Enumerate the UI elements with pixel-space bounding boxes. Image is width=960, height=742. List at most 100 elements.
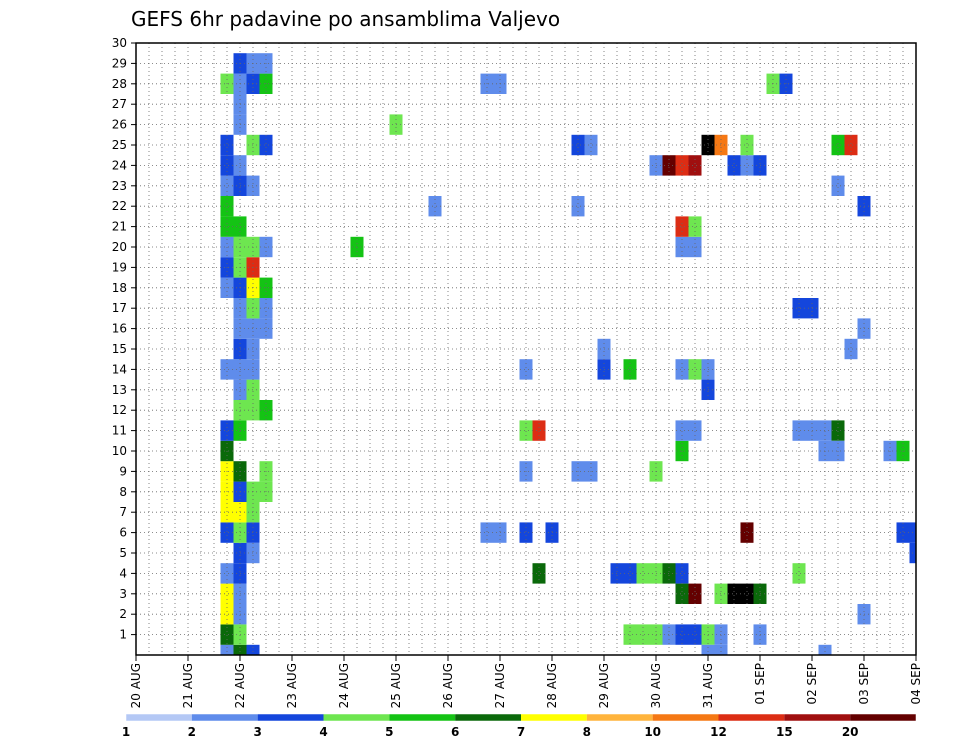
y-tick-label: 28	[112, 77, 127, 91]
y-tick-label: 4	[119, 566, 127, 580]
y-tick-label: 5	[119, 546, 127, 560]
colorbar-segment	[652, 714, 719, 721]
heatmap-cell	[220, 563, 234, 584]
y-axis: 1234567891011121314151617181920212223242…	[112, 36, 136, 642]
heatmap-cell	[220, 644, 234, 655]
heatmap-cell	[675, 563, 689, 584]
y-tick-label: 11	[112, 424, 127, 438]
heatmap-cell	[714, 644, 728, 655]
x-tick-label: 22 AUG	[233, 663, 247, 708]
heatmap-cell	[818, 644, 832, 655]
heatmap-cell	[688, 216, 702, 237]
heatmap-cell	[831, 175, 845, 196]
y-tick-label: 13	[112, 383, 127, 397]
colorbar-segment	[718, 714, 785, 721]
colorbar-outline	[125, 713, 917, 722]
y-tick-label: 16	[112, 322, 127, 336]
heatmap-cell	[220, 175, 234, 196]
heatmap-cell	[532, 420, 546, 441]
x-tick-label: 29 AUG	[597, 663, 611, 708]
heatmap-cell	[233, 644, 247, 655]
y-tick-label: 12	[112, 403, 127, 417]
colorbar-label: 20	[842, 725, 859, 739]
heatmap-cell	[675, 359, 689, 380]
y-tick-label: 26	[112, 118, 127, 132]
chart-title: GEFS 6hr padavine po ansamblima Valjevo	[131, 7, 560, 31]
heatmap-cell	[220, 502, 234, 523]
heatmap-cell	[740, 134, 754, 156]
heatmap-cell	[220, 624, 234, 645]
heatmap-cell	[220, 216, 234, 237]
heatmap-cell	[636, 624, 650, 645]
y-tick-label: 29	[112, 56, 127, 70]
y-tick-label: 15	[112, 342, 127, 356]
x-tick-label: 20 AUG	[129, 663, 143, 708]
y-tick-label: 23	[112, 179, 127, 193]
colorbar-label: 4	[319, 725, 327, 739]
x-tick-label: 25 AUG	[389, 663, 403, 708]
y-tick-label: 27	[112, 97, 127, 111]
colorbar-segment	[850, 714, 916, 721]
colorbar-label: 7	[517, 725, 525, 739]
y-tick-label: 20	[112, 240, 127, 254]
heatmap-cell	[844, 134, 858, 156]
heatmap-cell	[246, 644, 260, 655]
heatmap-cell	[623, 359, 637, 380]
x-tick-label: 27 AUG	[493, 663, 507, 708]
heatmap-cell	[220, 583, 234, 604]
x-tick-label: 24 AUG	[337, 663, 351, 708]
y-tick-label: 25	[112, 138, 127, 152]
y-tick-label: 24	[112, 158, 127, 172]
heatmap-cell	[220, 155, 234, 176]
y-tick-label: 7	[119, 505, 127, 519]
heatmap-cell	[688, 624, 702, 645]
y-tick-label: 14	[112, 362, 127, 376]
x-tick-label: 21 AUG	[181, 663, 195, 708]
x-tick-label: 01 SEP	[753, 663, 767, 705]
heatmap-cell	[675, 583, 689, 604]
heatmap-cell	[675, 420, 689, 441]
colorbar-segment	[521, 714, 587, 721]
heatmap-cell	[480, 522, 494, 543]
colorbar-segment	[323, 714, 390, 721]
x-tick-label: 30 AUG	[649, 663, 663, 708]
colorbar-label: 3	[253, 725, 261, 739]
y-tick-label: 6	[119, 526, 127, 540]
heatmap-cell	[259, 298, 273, 319]
colorbar-label: 2	[188, 725, 196, 739]
x-tick-label: 26 AUG	[441, 663, 455, 708]
heatmap-cell	[688, 155, 702, 176]
y-tick-label: 22	[112, 199, 127, 213]
heatmap-cell	[727, 583, 741, 604]
heatmap-cell	[519, 522, 533, 543]
heatmap-cell	[623, 624, 637, 645]
y-tick-label: 8	[119, 485, 127, 499]
y-tick-label: 3	[119, 587, 127, 601]
heatmap-cell	[636, 563, 650, 584]
colorbar-segment	[586, 714, 653, 721]
heatmap-cell	[675, 155, 689, 176]
heatmap-cell	[220, 359, 234, 380]
heatmap-cell	[688, 583, 702, 604]
x-tick-label: 02 SEP	[805, 663, 819, 705]
heatmap-cell	[519, 420, 533, 441]
y-tick-label: 17	[112, 301, 127, 315]
colorbar-label: 10	[644, 725, 661, 739]
colorbar-segment	[126, 714, 192, 721]
colorbar-label: 6	[451, 725, 459, 739]
heatmap-cell	[792, 298, 806, 319]
heatmap-cell	[831, 134, 845, 156]
heatmap-cell	[220, 134, 234, 156]
heatmap-cell	[740, 583, 754, 604]
heatmap-cell	[896, 522, 910, 543]
heatmap-cell	[428, 196, 442, 217]
colorbar-segment	[389, 714, 456, 721]
heatmap-cell	[532, 563, 546, 584]
colorbar-label: 5	[385, 725, 393, 739]
heatmap-cell	[792, 420, 806, 441]
y-tick-label: 18	[112, 281, 127, 295]
heatmap-cell	[571, 196, 585, 217]
y-tick-label: 21	[112, 220, 127, 234]
colorbar-label: 12	[710, 725, 727, 739]
